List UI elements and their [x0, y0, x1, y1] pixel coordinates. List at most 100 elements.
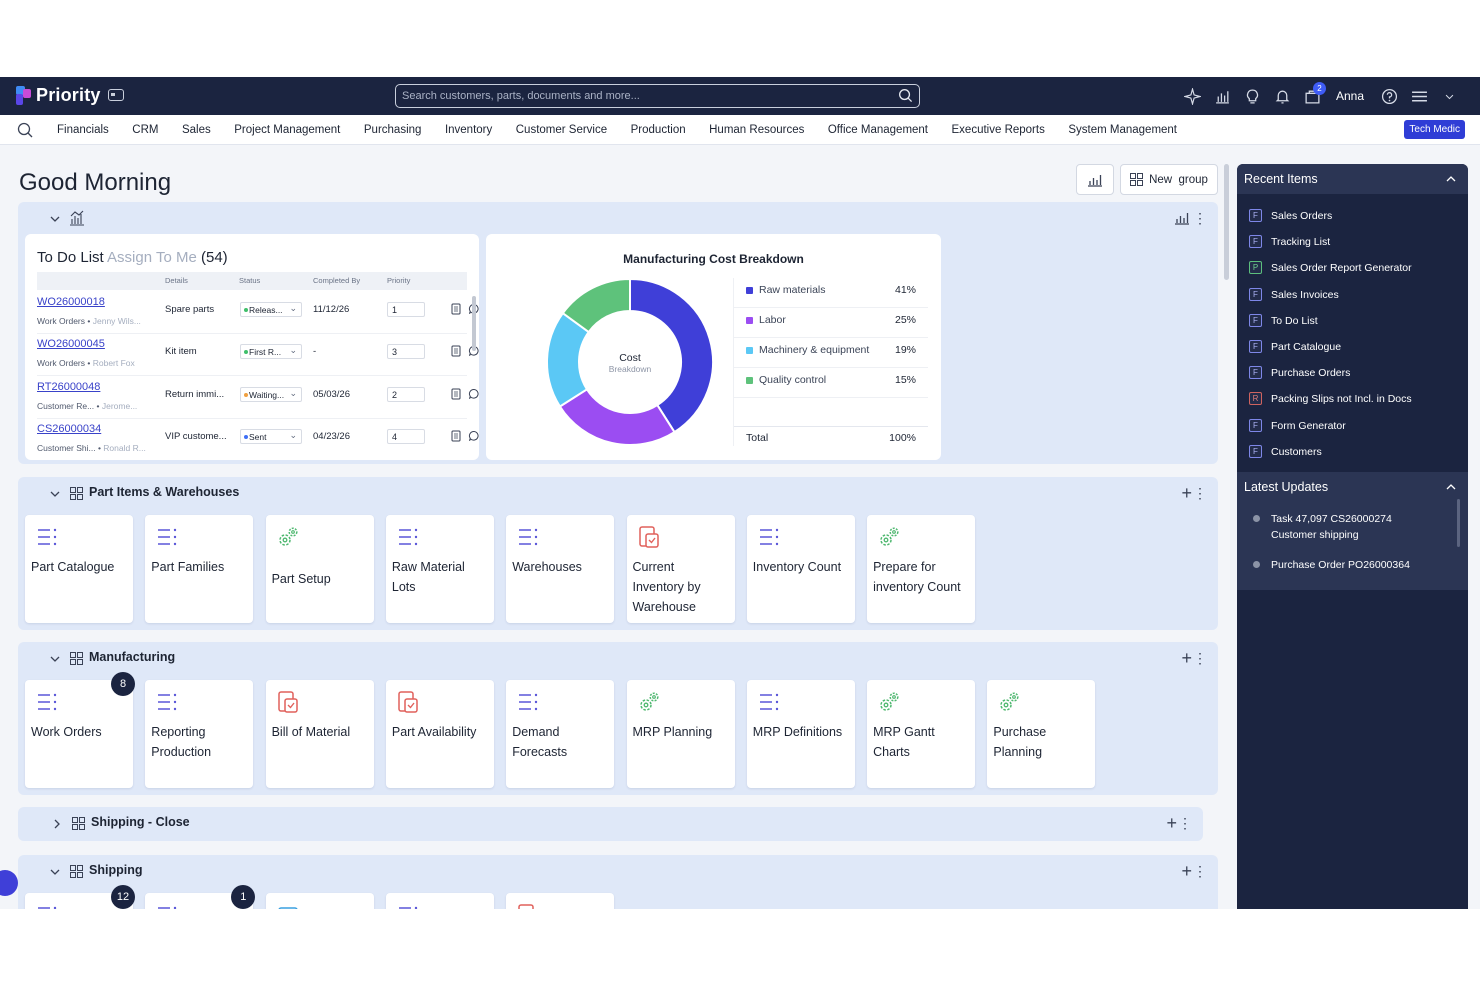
tile[interactable]: Demand Forecasts — [506, 680, 615, 788]
status-select[interactable]: Releas... ⌄ — [240, 302, 302, 317]
todo-id-link[interactable]: RT26000048 — [37, 380, 101, 393]
more-options-icon[interactable]: ⋮ — [1193, 210, 1207, 226]
chevron-down-icon[interactable] — [49, 488, 61, 500]
comment-icon[interactable] — [468, 388, 479, 400]
more-options-icon[interactable]: ⋮ — [1193, 485, 1207, 501]
priority-input[interactable]: 3 — [387, 344, 425, 360]
menu-item-system-management[interactable]: System Management — [1068, 124, 1178, 136]
col-priority[interactable]: Priority — [387, 276, 411, 285]
tile[interactable]: Reporting Production — [145, 680, 254, 788]
todo-filter[interactable]: Assign To Me — [107, 249, 197, 266]
menu-item-project-management[interactable]: Project Management — [234, 124, 341, 136]
tile[interactable]: MRP Definitions — [746, 680, 855, 788]
tile[interactable]: MRP Planning — [626, 680, 735, 788]
menu-item-production[interactable]: Production — [630, 124, 686, 136]
donut-slice[interactable] — [558, 387, 676, 446]
sparkle-icon[interactable] — [1178, 85, 1208, 107]
new-group-button[interactable]: New group — [1120, 164, 1218, 195]
menu-item-customer-service[interactable]: Customer Service — [515, 124, 608, 136]
recent-item[interactable]: R Packing Slips not Incl. in Docs — [1249, 388, 1459, 414]
tile[interactable]: Bill of Material — [265, 680, 374, 788]
search-input[interactable]: Search customers, parts, documents and m… — [395, 84, 920, 108]
priority-input[interactable]: 4 — [387, 428, 425, 444]
recent-item[interactable]: F Sales Orders — [1249, 205, 1459, 231]
assistant-fab[interactable] — [0, 870, 18, 896]
chart-toggle-button[interactable] — [1076, 164, 1114, 195]
tile[interactable]: Current Inventory by Warehouse — [626, 515, 735, 623]
add-icon[interactable]: + — [1181, 861, 1192, 881]
tile[interactable]: Purchase Planning — [987, 680, 1096, 788]
recent-item[interactable]: F Customers — [1249, 441, 1459, 467]
id-card-icon[interactable] — [108, 89, 124, 101]
tile[interactable]: MRP Gantt Charts — [867, 680, 976, 788]
help-icon[interactable] — [1374, 85, 1404, 107]
status-select[interactable]: Waiting... ⌄ — [240, 386, 302, 402]
recent-item[interactable]: F Purchase Orders — [1249, 362, 1459, 388]
recent-items-header[interactable]: Recent Items — [1237, 164, 1468, 194]
recent-item[interactable]: F Form Generator — [1249, 415, 1459, 441]
todo-id-link[interactable]: WO26000018 — [37, 296, 105, 308]
tile[interactable]: Prepare for inventory Count — [867, 515, 976, 623]
todo-row[interactable]: WO26000018 Work Orders • Jenny Wils... Spa… — [37, 292, 479, 334]
comment-icon[interactable] — [468, 303, 479, 315]
todo-row[interactable]: CS26000034 Customer Shi... • Ronald R... V… — [37, 419, 479, 460]
more-options-icon[interactable]: ⋮ — [1193, 650, 1207, 666]
document-icon[interactable] — [450, 345, 462, 357]
tile[interactable]: 12 — [25, 885, 135, 909]
latest-updates-header[interactable]: Latest Updates — [1237, 472, 1468, 502]
todo-row[interactable]: WO26000045 Work Orders • Robert Fox Kit it… — [37, 334, 479, 377]
chevron-up-icon[interactable] — [1446, 482, 1456, 492]
comment-icon[interactable] — [468, 345, 479, 357]
tile[interactable] — [385, 893, 494, 909]
lightbulb-icon[interactable] — [1238, 85, 1268, 107]
menu-item-crm[interactable]: CRM — [132, 124, 159, 136]
menu-item-financials[interactable]: Financials — [57, 124, 109, 136]
cart-icon[interactable]: 2 — [1298, 82, 1328, 107]
add-icon[interactable]: + — [1181, 483, 1192, 503]
recent-item[interactable]: F Tracking List — [1249, 231, 1459, 257]
menu-item-executive-reports[interactable]: Executive Reports — [951, 124, 1045, 136]
status-select[interactable]: Sent ⌄ — [240, 428, 302, 444]
main-scrollbar[interactable] — [1224, 164, 1229, 280]
tile[interactable] — [506, 893, 615, 909]
todo-id-link[interactable]: CS26000034 — [37, 422, 102, 435]
tile[interactable]: Raw Material Lots — [385, 515, 494, 623]
hamburger-icon[interactable] — [1404, 85, 1434, 107]
menu-item-inventory[interactable]: Inventory — [444, 124, 493, 136]
tile[interactable]: Part Setup — [265, 515, 374, 623]
search-icon[interactable] — [898, 88, 913, 103]
more-options-icon[interactable]: ⋮ — [1178, 815, 1192, 831]
priority-input[interactable]: 2 — [387, 386, 425, 402]
recent-item[interactable]: F Part Catalogue — [1249, 336, 1459, 362]
document-icon[interactable] — [450, 303, 462, 315]
menu-item-sales[interactable]: Sales — [181, 124, 211, 136]
recent-item[interactable]: F Sales Invoices — [1249, 284, 1459, 310]
chevron-down-icon[interactable] — [49, 213, 61, 225]
chevron-right-icon[interactable] — [51, 818, 63, 830]
menu-search-icon[interactable] — [17, 122, 33, 138]
bar-chart-icon[interactable] — [1208, 85, 1238, 107]
tile[interactable] — [265, 893, 374, 909]
tile[interactable]: 1 — [145, 885, 256, 909]
col-status[interactable]: Status — [239, 276, 261, 285]
tile[interactable]: Inventory Count — [746, 515, 855, 623]
document-icon[interactable] — [450, 430, 462, 442]
tile[interactable]: Warehouses — [506, 515, 615, 623]
tile[interactable]: Part Families — [145, 515, 254, 623]
document-icon[interactable] — [450, 388, 462, 400]
chevron-up-icon[interactable] — [1446, 174, 1456, 184]
chevron-down-icon[interactable] — [49, 653, 61, 665]
comment-icon[interactable] — [468, 430, 479, 442]
col-completed-by[interactable]: Completed By — [313, 276, 361, 285]
tile[interactable]: Part Catalogue — [25, 515, 133, 623]
tile[interactable]: Part Availability — [385, 680, 494, 788]
updates-scrollbar[interactable] — [1457, 499, 1460, 547]
recent-item[interactable]: F To Do List — [1249, 310, 1459, 336]
bar-chart-icon[interactable] — [1174, 211, 1190, 225]
todo-scrollbar[interactable] — [472, 296, 476, 351]
menu-item-office-management[interactable]: Office Management — [827, 124, 929, 136]
todo-row[interactable]: RT26000048 Customer Re... • Jerome... Retu… — [37, 377, 479, 419]
col-details[interactable]: Details — [165, 276, 188, 285]
bell-icon[interactable] — [1268, 85, 1298, 107]
add-icon[interactable]: + — [1181, 648, 1192, 668]
